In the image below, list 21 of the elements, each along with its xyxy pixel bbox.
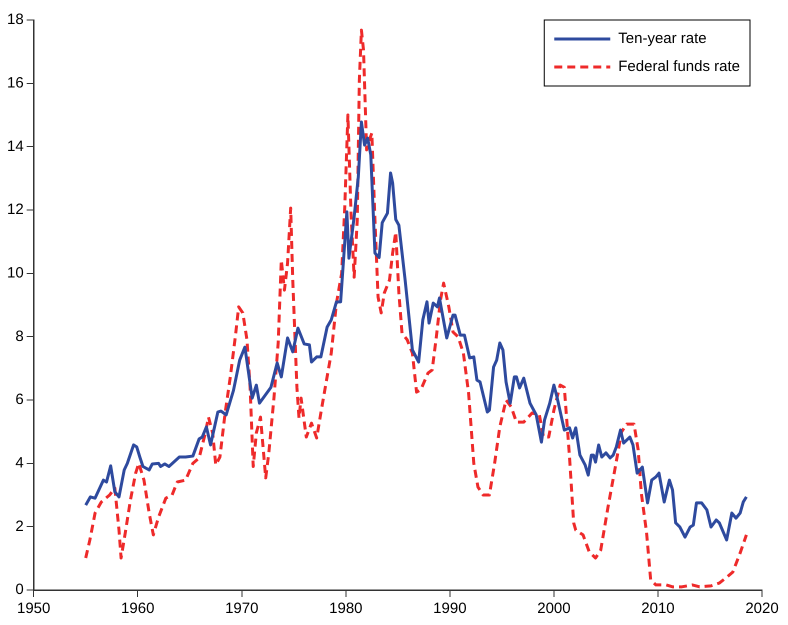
- y-tick-label: 0: [15, 581, 24, 598]
- x-tick-label: 2010: [641, 600, 675, 618]
- legend-label: Federal funds rate: [618, 58, 740, 76]
- x-tick-label: 1950: [16, 600, 50, 618]
- x-tick-label: 1970: [225, 600, 258, 618]
- x-tick-label: 2000: [537, 600, 571, 618]
- y-tick-label: 2: [15, 518, 24, 535]
- y-tick-label: 12: [6, 201, 24, 218]
- y-tick-label: 8: [15, 328, 24, 345]
- x-tick-label: 1980: [329, 600, 363, 618]
- y-tick-label: 16: [6, 74, 24, 92]
- x-tick-label: 1960: [121, 600, 154, 618]
- x-tick-label: 2020: [745, 600, 779, 618]
- y-tick-label: 10: [6, 264, 24, 282]
- y-tick-label: 14: [6, 138, 24, 155]
- y-tick-label: 6: [15, 391, 24, 408]
- line-series: [84, 28, 748, 588]
- y-tick-label: 18: [6, 11, 24, 28]
- x-tick-label: 1990: [433, 600, 467, 618]
- legend-label: Ten-year rate: [618, 30, 707, 48]
- y-tick-label: 4: [15, 454, 24, 472]
